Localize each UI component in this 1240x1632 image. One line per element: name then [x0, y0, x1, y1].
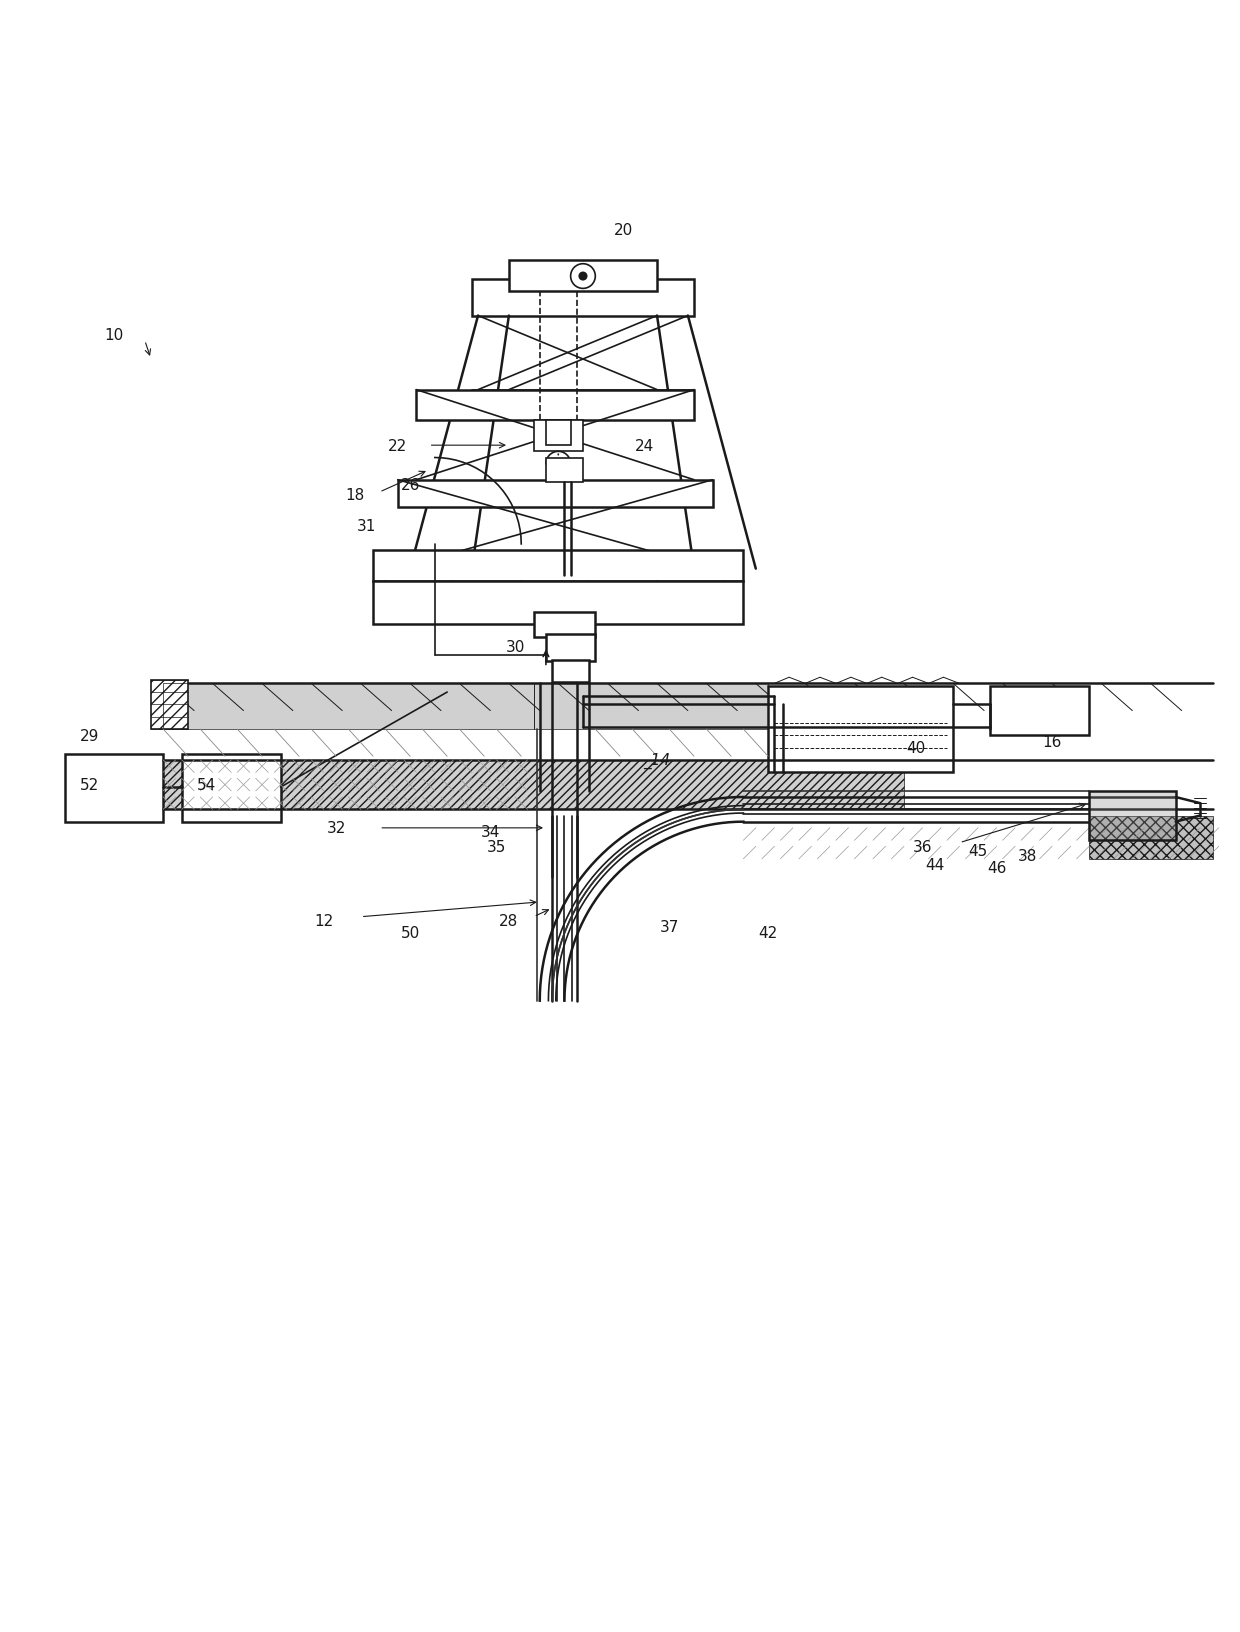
Polygon shape	[336, 684, 367, 702]
Polygon shape	[249, 684, 280, 702]
Bar	[533, 612, 595, 636]
Text: 16: 16	[1043, 734, 1061, 749]
Circle shape	[579, 273, 587, 281]
Polygon shape	[1089, 792, 1176, 840]
Polygon shape	[682, 684, 713, 702]
Bar	[417, 390, 694, 421]
Bar	[546, 635, 595, 663]
Bar	[151, 681, 188, 730]
Text: 46: 46	[987, 860, 1006, 875]
Polygon shape	[164, 684, 195, 702]
Bar	[991, 687, 1089, 736]
Bar	[64, 754, 164, 823]
Bar	[164, 761, 904, 809]
Polygon shape	[207, 684, 237, 702]
Text: 42: 42	[759, 925, 777, 940]
Polygon shape	[639, 684, 670, 702]
Text: 50: 50	[401, 925, 420, 940]
Text: 10: 10	[104, 328, 124, 343]
Bar	[182, 754, 280, 823]
Bar	[546, 421, 570, 446]
Text: 32: 32	[326, 821, 346, 836]
Text: 29: 29	[79, 728, 99, 743]
Text: 26: 26	[401, 478, 420, 493]
Polygon shape	[293, 684, 324, 702]
Bar	[373, 581, 744, 625]
Text: 18: 18	[345, 488, 365, 503]
Bar	[552, 661, 589, 682]
Text: _14: _14	[644, 752, 671, 769]
Bar	[164, 684, 533, 730]
Polygon shape	[725, 684, 756, 702]
Text: 37: 37	[660, 919, 680, 935]
Text: 30: 30	[506, 640, 525, 654]
Bar	[398, 480, 713, 508]
Bar	[1089, 816, 1213, 858]
Text: 34: 34	[481, 824, 500, 839]
Text: 24: 24	[635, 439, 655, 454]
Bar	[533, 684, 768, 730]
Bar	[533, 684, 768, 730]
Bar	[546, 459, 583, 483]
Bar	[472, 279, 694, 317]
Polygon shape	[466, 684, 496, 702]
Polygon shape	[379, 684, 410, 702]
Text: 20: 20	[614, 222, 634, 238]
Bar	[533, 421, 583, 452]
Bar	[164, 684, 533, 730]
Text: 44: 44	[925, 858, 945, 873]
Bar	[373, 550, 744, 581]
Bar	[508, 261, 657, 292]
Text: 45: 45	[968, 844, 987, 858]
Text: 52: 52	[79, 778, 99, 793]
Text: 28: 28	[500, 914, 518, 929]
Text: 36: 36	[913, 839, 932, 854]
Polygon shape	[423, 684, 454, 702]
Text: 40: 40	[906, 741, 926, 756]
Text: 38: 38	[1018, 849, 1037, 863]
Circle shape	[570, 264, 595, 289]
Text: 35: 35	[487, 839, 506, 854]
Text: 54: 54	[197, 778, 216, 793]
Bar	[1089, 792, 1176, 840]
Text: 31: 31	[357, 519, 377, 534]
Polygon shape	[508, 684, 539, 702]
Text: 22: 22	[388, 439, 408, 454]
Polygon shape	[552, 684, 583, 702]
Bar	[768, 687, 954, 774]
Text: 12: 12	[314, 914, 334, 929]
Polygon shape	[595, 684, 626, 702]
